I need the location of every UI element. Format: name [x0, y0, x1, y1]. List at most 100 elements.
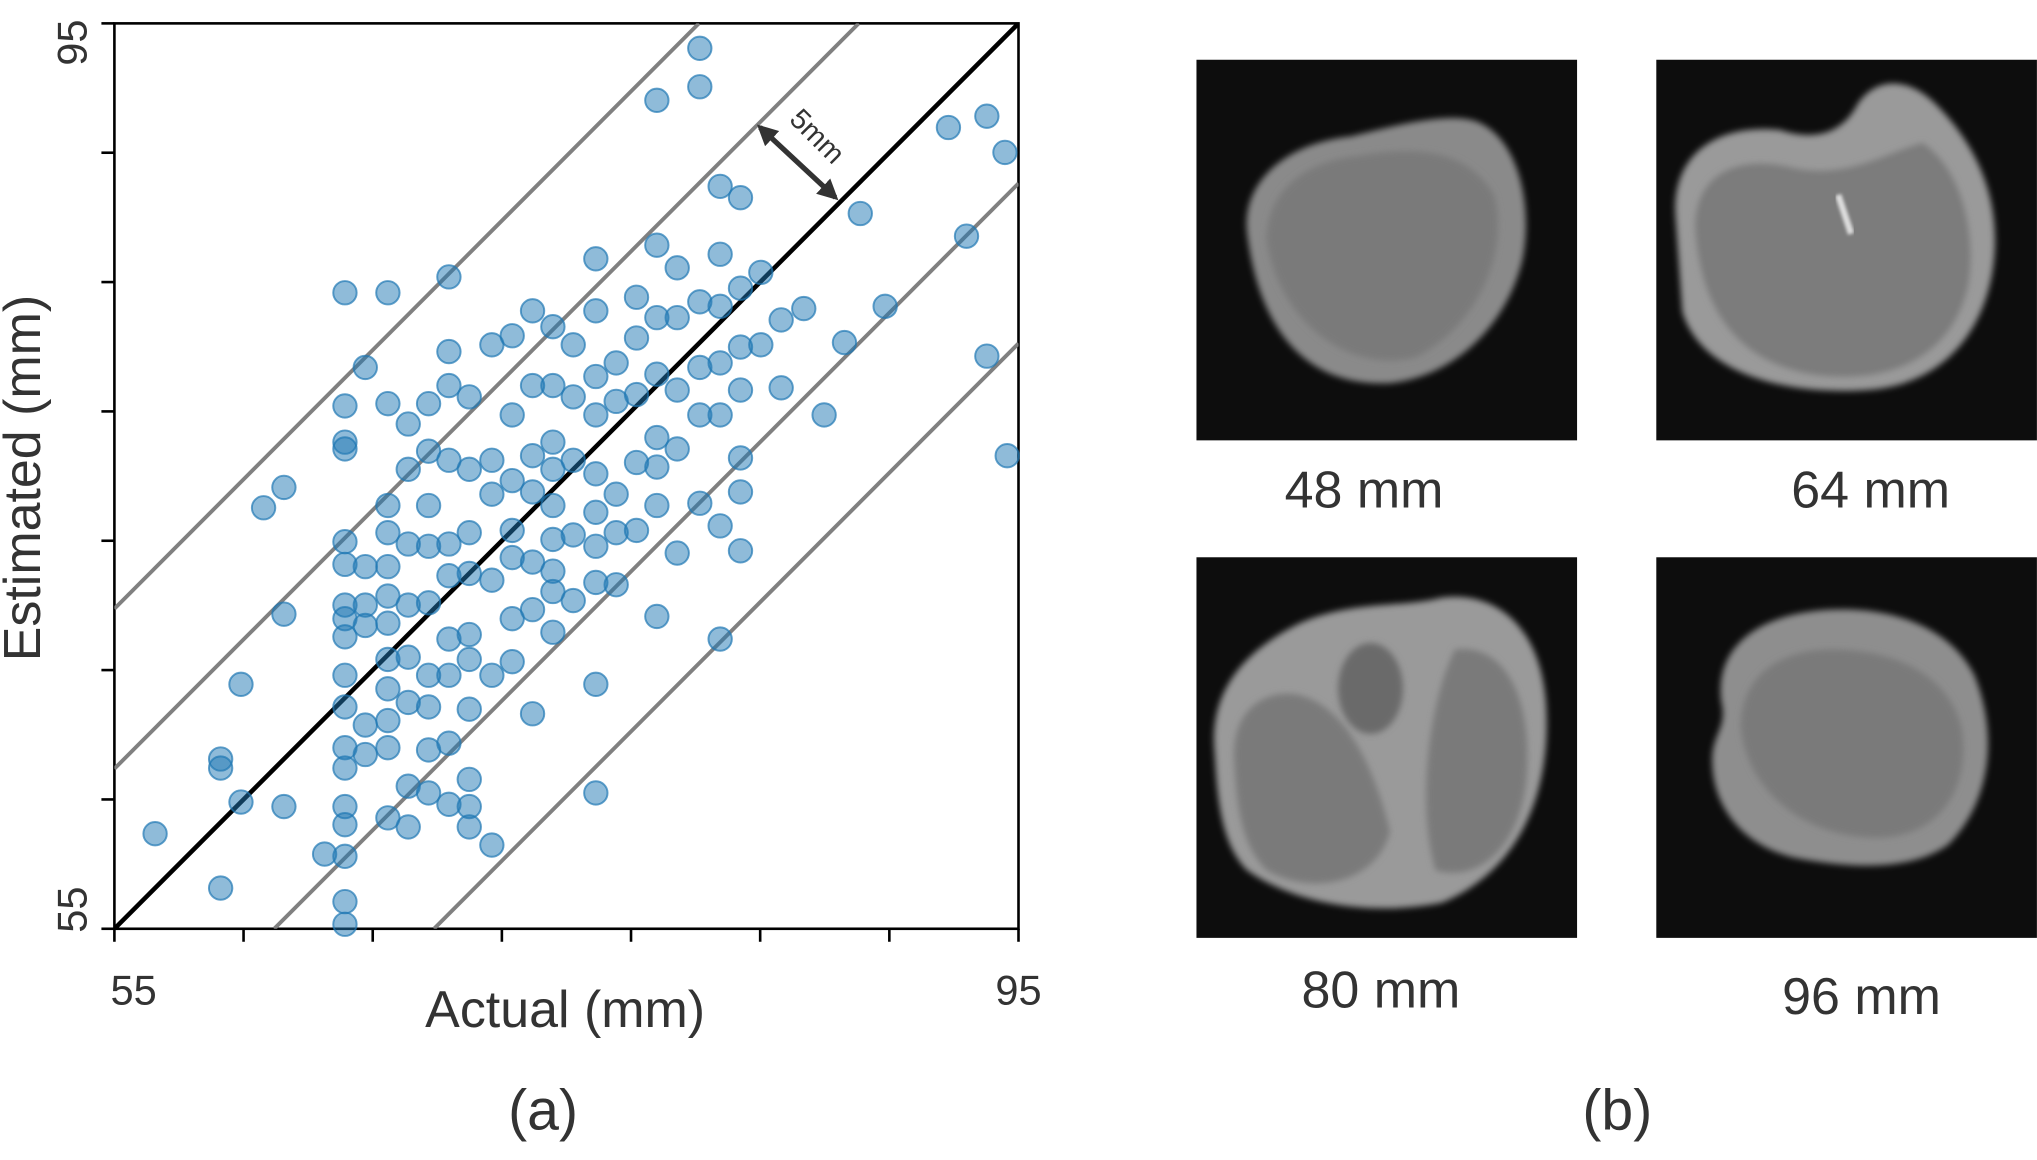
point [375, 390, 401, 417]
point [540, 372, 566, 399]
reference-line [114, 23, 861, 771]
point [479, 832, 505, 858]
point [847, 200, 873, 227]
point [664, 436, 690, 462]
point [332, 888, 358, 915]
point [623, 449, 650, 476]
point [436, 264, 462, 290]
point [603, 481, 629, 507]
point [687, 74, 713, 100]
point [935, 114, 962, 141]
point [994, 443, 1020, 469]
point [436, 662, 462, 688]
panel-label: (b) [1582, 1079, 1652, 1143]
point [664, 540, 690, 566]
point [583, 461, 609, 487]
mri-image [1656, 557, 2037, 938]
point [415, 780, 442, 806]
point [540, 492, 566, 519]
scatter-plot: 55 95 55 95 Actual (mm) Estimated (mm) [0, 19, 1042, 1038]
image-label: 64 mm [1791, 461, 1950, 519]
reference-line [114, 23, 1019, 929]
point [375, 676, 401, 702]
point [748, 259, 774, 286]
point [519, 298, 546, 324]
point [687, 289, 713, 315]
point [540, 456, 566, 482]
point [456, 814, 482, 840]
point [415, 590, 442, 616]
point [228, 789, 254, 815]
point [375, 735, 401, 761]
point [583, 499, 609, 525]
point [499, 467, 525, 494]
reference-line [114, 23, 701, 611]
point [395, 644, 421, 670]
point [540, 558, 566, 584]
point [352, 553, 378, 580]
point [415, 390, 442, 417]
point [332, 694, 358, 720]
point [623, 517, 650, 544]
point [831, 329, 858, 356]
annotation-arrow [756, 124, 839, 201]
point [207, 755, 234, 781]
point [644, 492, 670, 519]
point [332, 436, 358, 462]
point [727, 377, 754, 403]
point [456, 766, 482, 793]
mri-image [1196, 557, 1578, 938]
point [583, 671, 609, 697]
point [456, 520, 482, 546]
plot-frame [113, 22, 1020, 931]
point [953, 223, 980, 249]
point [707, 241, 733, 267]
point [499, 517, 525, 544]
point [664, 377, 690, 403]
point [727, 479, 754, 505]
image-label: 48 mm [1285, 461, 1444, 519]
image-label: 96 mm [1782, 968, 1941, 1026]
image-label: 80 mm [1302, 961, 1461, 1019]
panel-label: (a) [508, 1079, 578, 1143]
point [436, 338, 462, 365]
point [352, 741, 378, 768]
point [974, 343, 1000, 369]
point [687, 35, 713, 61]
point [644, 87, 670, 114]
point [583, 298, 609, 324]
point [727, 538, 754, 564]
point [872, 293, 898, 319]
point [519, 701, 546, 727]
point [332, 755, 358, 781]
point [375, 520, 401, 546]
point [456, 696, 482, 722]
point [811, 402, 837, 428]
point [332, 911, 358, 937]
point [707, 350, 733, 376]
point [479, 481, 505, 507]
point [436, 730, 462, 756]
point [332, 843, 358, 870]
point [456, 456, 482, 482]
point [644, 361, 670, 387]
point [768, 375, 794, 401]
point [499, 323, 525, 349]
point [352, 712, 378, 738]
point [560, 587, 586, 614]
point [332, 529, 358, 555]
point [456, 384, 482, 410]
point [664, 255, 690, 281]
point [250, 495, 277, 521]
point [499, 649, 525, 675]
point [727, 445, 754, 471]
point [687, 490, 713, 516]
point [375, 280, 401, 306]
point [560, 332, 586, 358]
point [375, 553, 401, 580]
point [519, 596, 546, 623]
x-tick-label: 55 [111, 967, 157, 1014]
point [479, 567, 505, 593]
